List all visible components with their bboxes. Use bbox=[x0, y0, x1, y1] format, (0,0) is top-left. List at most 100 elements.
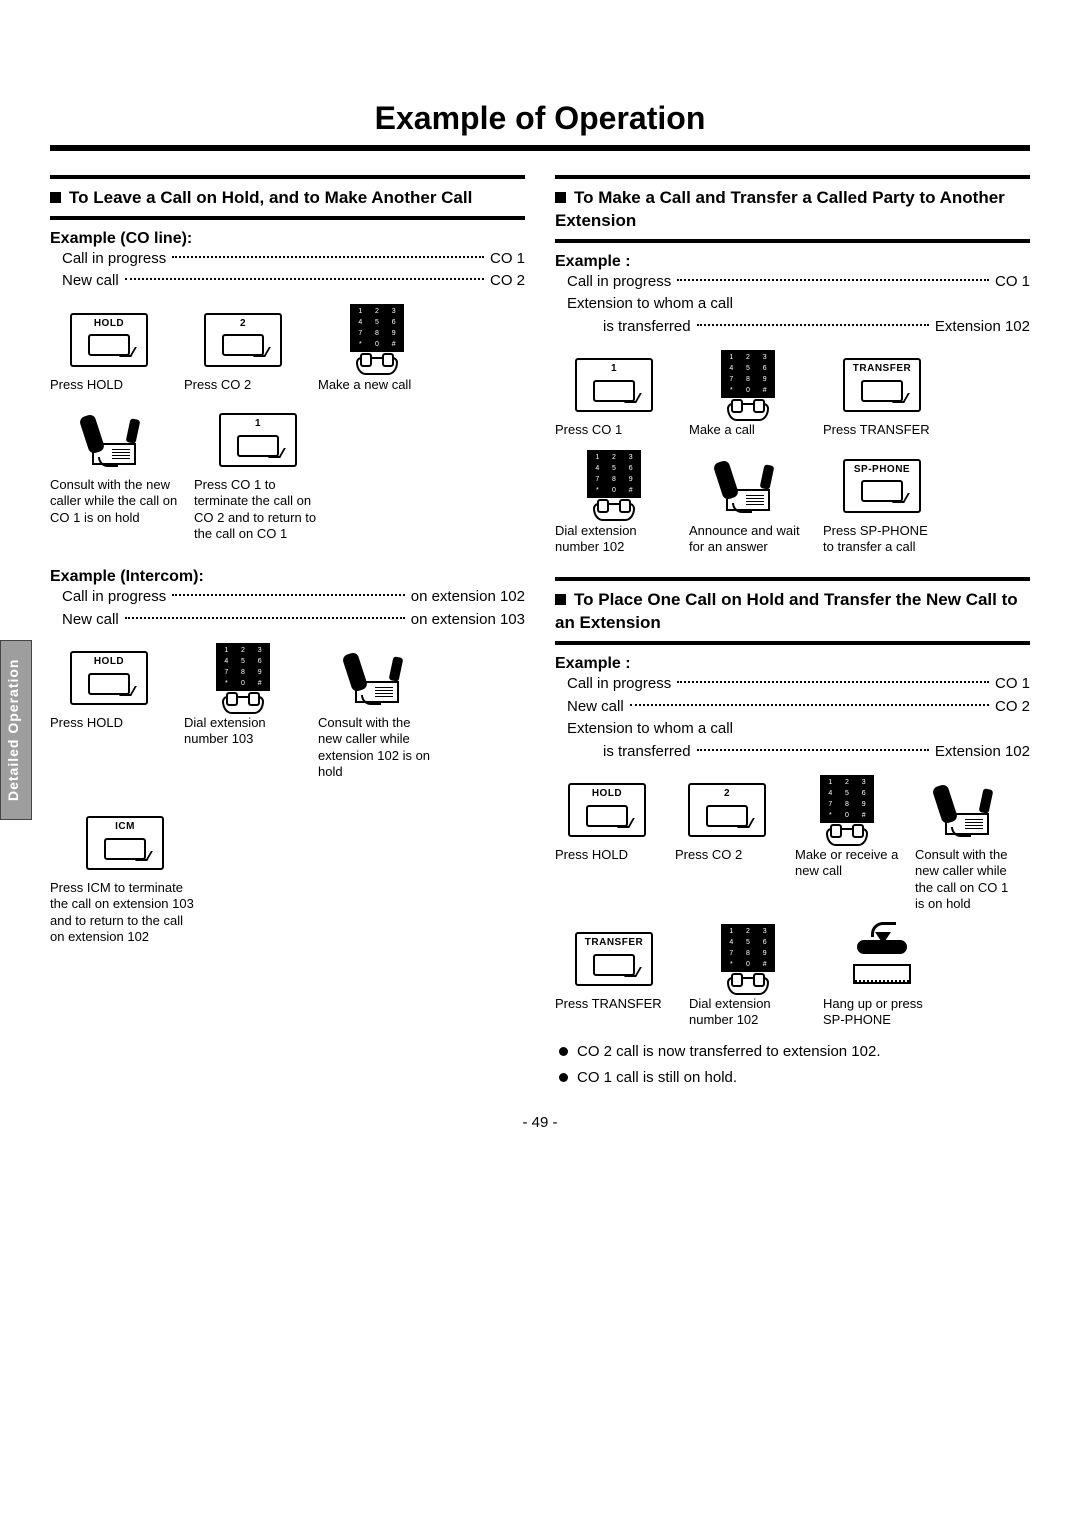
note-item: CO 2 call is now transferred to extensio… bbox=[555, 1041, 1030, 1064]
right-column: To Make a Call and Transfer a Called Par… bbox=[555, 169, 1030, 1094]
kv-row: New call on extension 103 bbox=[62, 609, 525, 632]
kv-key: is transferred bbox=[603, 741, 691, 764]
kv-key: Call in progress bbox=[62, 586, 166, 609]
keypad-icon: 123456789*0# bbox=[350, 304, 404, 375]
leader-dots bbox=[125, 270, 484, 280]
step: 123456789*0#Dial extension number 102 bbox=[555, 453, 673, 556]
notes-list: CO 2 call is now transferred to extensio… bbox=[555, 1041, 1030, 1090]
step: Consult with the new caller while extens… bbox=[318, 645, 436, 780]
step: ICM Press ICM to terminate the call on ex… bbox=[50, 810, 200, 945]
leader-dots bbox=[697, 741, 929, 751]
step: 2Press CO 2 bbox=[675, 777, 779, 912]
step: 123456789*0#Make or receive a new call bbox=[795, 777, 899, 912]
button-icon: 1 bbox=[575, 358, 653, 412]
leader-dots bbox=[630, 696, 989, 706]
step-caption: Dial extension number 102 bbox=[555, 523, 673, 556]
kv-val: on extension 103 bbox=[411, 609, 525, 632]
talking-phone-icon bbox=[718, 461, 778, 511]
kv-key: Extension to whom a call bbox=[567, 293, 733, 316]
section-rule bbox=[555, 175, 1030, 179]
kv-row: New callCO 2 bbox=[62, 270, 525, 293]
kv-val: Extension 102 bbox=[935, 316, 1030, 339]
step: 123456789*0# Make a new call bbox=[318, 307, 436, 393]
step: 123456789*0#Dial extension number 103 bbox=[184, 645, 302, 780]
kv-key: New call bbox=[567, 696, 624, 719]
kv-list: Call in progress CO 1 New callCO 2 bbox=[62, 248, 525, 293]
step-caption: Press SP-PHONE to transfer a call bbox=[823, 523, 941, 556]
button-icon: HOLD bbox=[70, 651, 148, 705]
step: 123456789*0#Dial extension number 102 bbox=[689, 926, 807, 1029]
step-caption: Make a new call bbox=[318, 377, 436, 393]
kv-key: Call in progress bbox=[62, 248, 166, 271]
step-caption: Consult with the new caller while extens… bbox=[318, 715, 436, 780]
button-icon: TRANSFER bbox=[575, 932, 653, 986]
kv-row: Extension to whom a call bbox=[567, 718, 1030, 741]
keypad-icon: 123456789*0# bbox=[587, 450, 641, 521]
kv-row: Call in progress CO 1 bbox=[567, 673, 1030, 696]
step-caption: Press CO 1 to terminate the call on CO 2… bbox=[194, 477, 322, 542]
section-heading-hold-transfer: To Place One Call on Hold and Transfer t… bbox=[555, 589, 1030, 635]
page-number: - 49 - bbox=[50, 1114, 1030, 1131]
button-icon: HOLD bbox=[568, 783, 646, 837]
step: 1Press CO 1 to terminate the call on CO … bbox=[194, 407, 322, 542]
kv-row: Call in progresson extension 102 bbox=[62, 586, 525, 609]
keypad-icon: 123456789*0# bbox=[216, 643, 270, 714]
step: TRANSFER Press TRANSFER bbox=[555, 926, 673, 1029]
step: SP-PHONE Press SP-PHONE to transfer a cal… bbox=[823, 453, 941, 556]
kv-val: CO 1 bbox=[995, 673, 1030, 696]
step: Consult with the new caller while the ca… bbox=[915, 777, 1019, 912]
heading-text: To Make a Call and Transfer a Called Par… bbox=[555, 188, 1005, 230]
kv-list: Call in progresson extension 102 New cal… bbox=[62, 586, 525, 631]
step-row: 123456789*0#Dial extension number 102 Ann… bbox=[555, 453, 1030, 556]
example-label: Example (Intercom): bbox=[50, 568, 525, 586]
bullet-square-icon bbox=[50, 192, 61, 203]
step-row: 1Press CO 1123456789*0#Make a callTRANSF… bbox=[555, 352, 1030, 438]
step-row: Consult with the new caller while the ca… bbox=[50, 407, 525, 542]
step: HOLDPress HOLD bbox=[50, 307, 168, 393]
step-caption: Press HOLD bbox=[50, 715, 168, 731]
kv-val: CO 1 bbox=[490, 248, 525, 271]
title-rule bbox=[50, 145, 1030, 151]
step-caption: Announce and wait for an answer bbox=[689, 523, 807, 556]
leader-dots bbox=[677, 673, 989, 683]
kv-key: New call bbox=[62, 270, 119, 293]
step-caption: Press CO 2 bbox=[675, 847, 779, 863]
talking-phone-icon bbox=[347, 653, 407, 703]
step-caption: Press HOLD bbox=[50, 377, 168, 393]
step: 123456789*0#Make a call bbox=[689, 352, 807, 438]
step: Announce and wait for an answer bbox=[689, 453, 807, 556]
section-rule bbox=[50, 175, 525, 179]
example-label: Example : bbox=[555, 655, 1030, 673]
kv-list: Call in progressCO 1 New callCO 2 Extens… bbox=[567, 673, 1030, 763]
step-caption: Press CO 1 bbox=[555, 422, 673, 438]
page-title: Example of Operation bbox=[50, 100, 1030, 137]
kv-key: is transferred bbox=[603, 316, 691, 339]
step-caption: Press TRANSFER bbox=[555, 996, 673, 1012]
section-rule bbox=[555, 641, 1030, 645]
step-row: TRANSFER Press TRANSFER 123456789*0#Dial e… bbox=[555, 926, 1030, 1029]
kv-key: Extension to whom a call bbox=[567, 718, 733, 741]
step: 1 Press CO 1 bbox=[555, 352, 673, 438]
step-row: ICM Press ICM to terminate the call on ex… bbox=[50, 810, 525, 945]
button-icon: ICM bbox=[86, 816, 164, 870]
leader-dots bbox=[677, 271, 989, 281]
step-caption: Consult with the new caller while the ca… bbox=[50, 477, 178, 526]
step: 2Press CO 2 bbox=[184, 307, 302, 393]
kv-key: Call in progress bbox=[567, 673, 671, 696]
kv-row: Call in progressCO 1 bbox=[567, 271, 1030, 294]
section-rule bbox=[555, 577, 1030, 581]
example-label: Example (CO line): bbox=[50, 230, 525, 248]
note-item: CO 1 call is still on hold. bbox=[555, 1067, 1030, 1090]
kv-key: New call bbox=[62, 609, 119, 632]
leader-dots bbox=[697, 316, 929, 326]
leader-dots bbox=[172, 586, 405, 596]
kv-val: Extension 102 bbox=[935, 741, 1030, 764]
bullet-square-icon bbox=[555, 594, 566, 605]
kv-row: is transferred Extension 102 bbox=[603, 741, 1030, 764]
step-row: HOLDPress HOLD2Press CO 2123456789*0#Mak… bbox=[555, 777, 1030, 912]
step-caption: Make or receive a new call bbox=[795, 847, 899, 880]
step-caption: Dial extension number 103 bbox=[184, 715, 302, 748]
kv-row: Extension to whom a call bbox=[567, 293, 1030, 316]
step-caption: Press ICM to terminate the call on exten… bbox=[50, 880, 200, 945]
button-icon: SP-PHONE bbox=[843, 459, 921, 513]
